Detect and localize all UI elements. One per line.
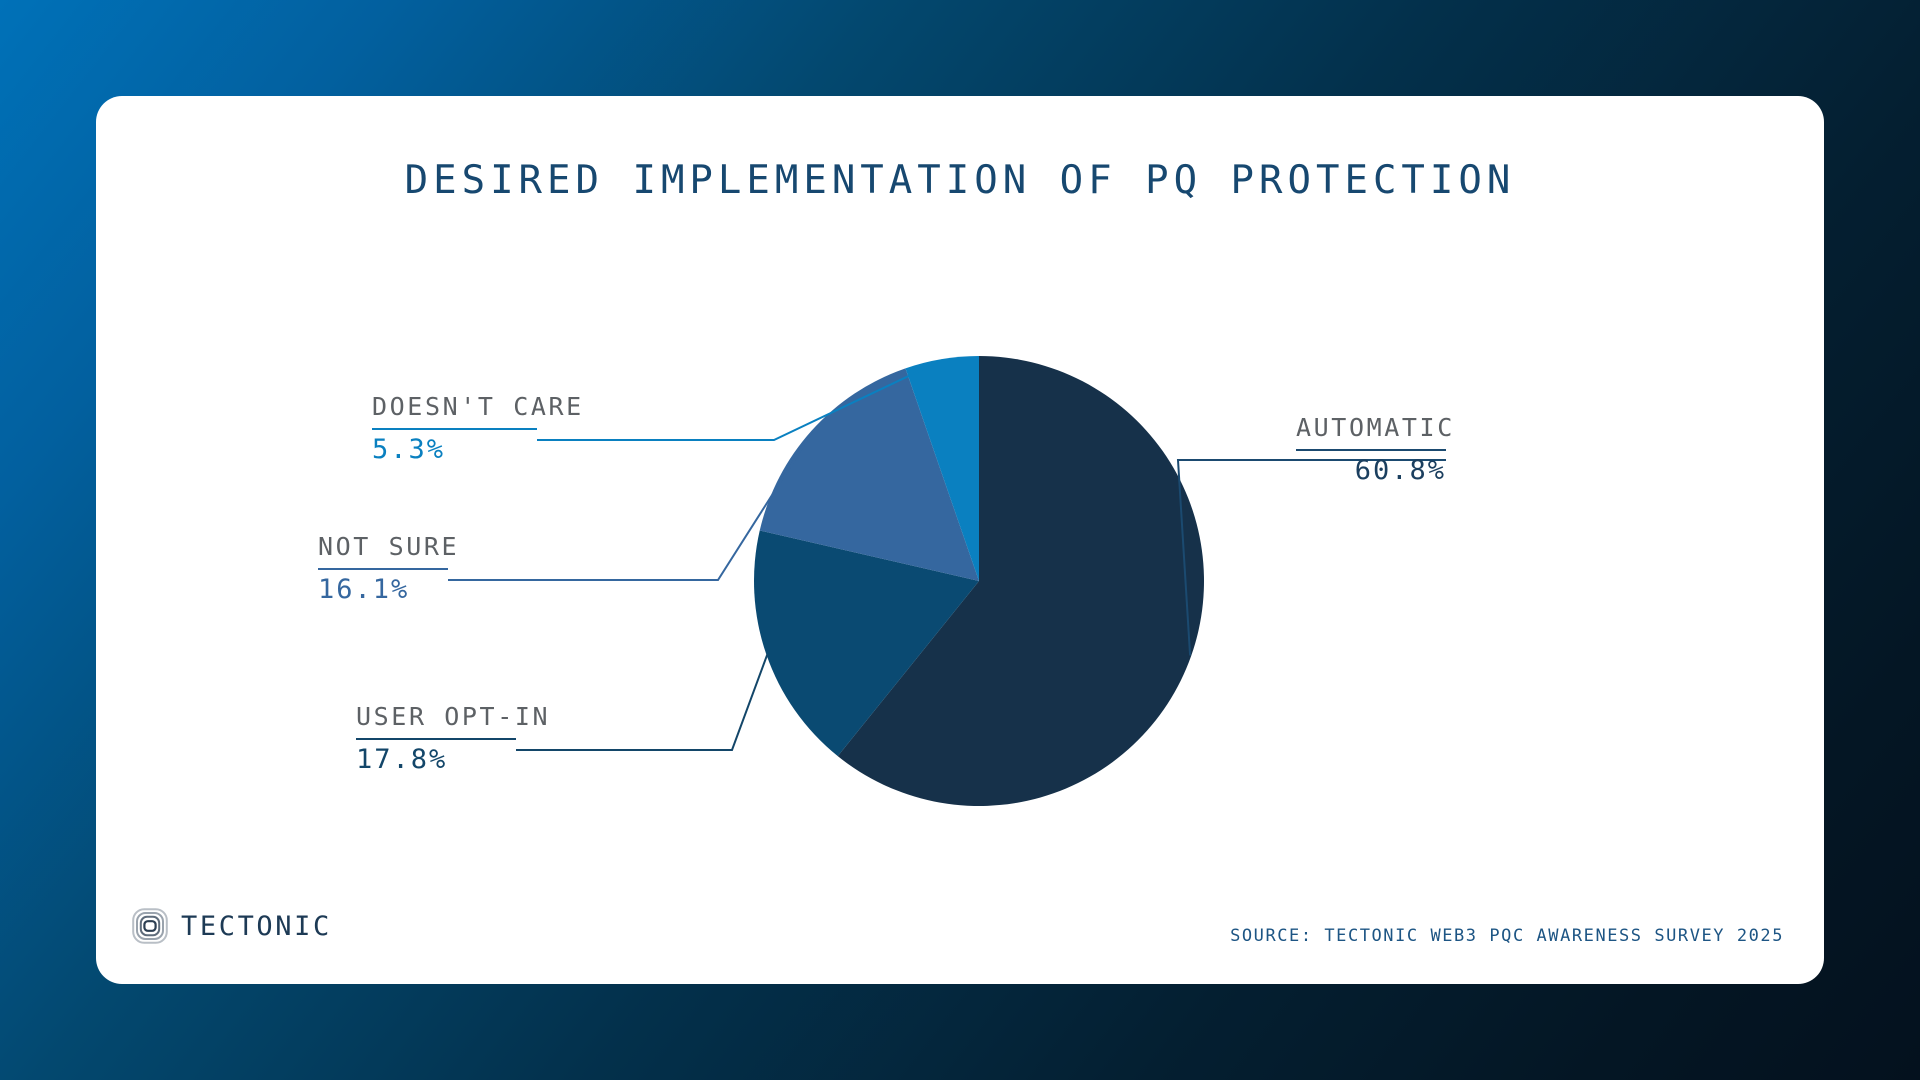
callout-rule: [372, 427, 537, 430]
callout-value: 5.3%: [372, 433, 446, 465]
callout-value: 60.8%: [1354, 454, 1446, 486]
pie-slice-doesn-t-care[interactable]: [905, 356, 979, 581]
pie-chart-svg: [448, 356, 1446, 806]
brand-logo[interactable]: TECTONIC: [132, 908, 332, 944]
leader-line-doesn-t-care: [537, 359, 943, 441]
callout-label: USER OPT-IN: [356, 702, 551, 731]
callout-label: AUTOMATIC: [1296, 413, 1455, 442]
pie-slice-group: [753, 356, 1205, 806]
pie-chart-stage: [96, 96, 1824, 984]
brand-name: TECTONIC: [181, 910, 332, 942]
callout-rule: [318, 567, 448, 570]
callout-doesnt-care[interactable]: DOESN'T CARE 5.3%: [372, 392, 584, 465]
tectonic-concentric-logo-icon: [132, 908, 168, 944]
leader-line-automatic: [1176, 459, 1446, 656]
callout-label: NOT SURE: [318, 532, 460, 561]
leader-line-group: [448, 359, 1446, 751]
page-title: DESIRED IMPLEMENTATION OF PQ PROTECTION: [404, 158, 1516, 203]
callout-label: DOESN'T CARE: [372, 392, 584, 421]
pie-slice-user-opt-in[interactable]: [753, 530, 979, 757]
callout-rule: [1296, 448, 1446, 451]
leader-line-not-sure: [448, 430, 814, 581]
source-note: SOURCE: TECTONIC WEB3 PQC AWARENESS SURV…: [1230, 926, 1784, 946]
pie-slice-automatic[interactable]: [837, 356, 1205, 806]
chart-card: DESIRED IMPLEMENTATION OF PQ PROTECTION …: [96, 96, 1824, 984]
callout-not-sure[interactable]: NOT SURE 16.1%: [318, 532, 460, 605]
callout-user-opt-in[interactable]: USER OPT-IN 17.8%: [356, 702, 551, 775]
leader-line-user-opt-in: [516, 653, 769, 751]
callout-automatic[interactable]: AUTOMATIC 60.8%: [1296, 413, 1455, 486]
pie-slice-not-sure[interactable]: [759, 368, 979, 581]
callout-value: 16.1%: [318, 573, 410, 605]
callout-rule: [356, 737, 516, 740]
callout-value: 17.8%: [356, 743, 448, 775]
